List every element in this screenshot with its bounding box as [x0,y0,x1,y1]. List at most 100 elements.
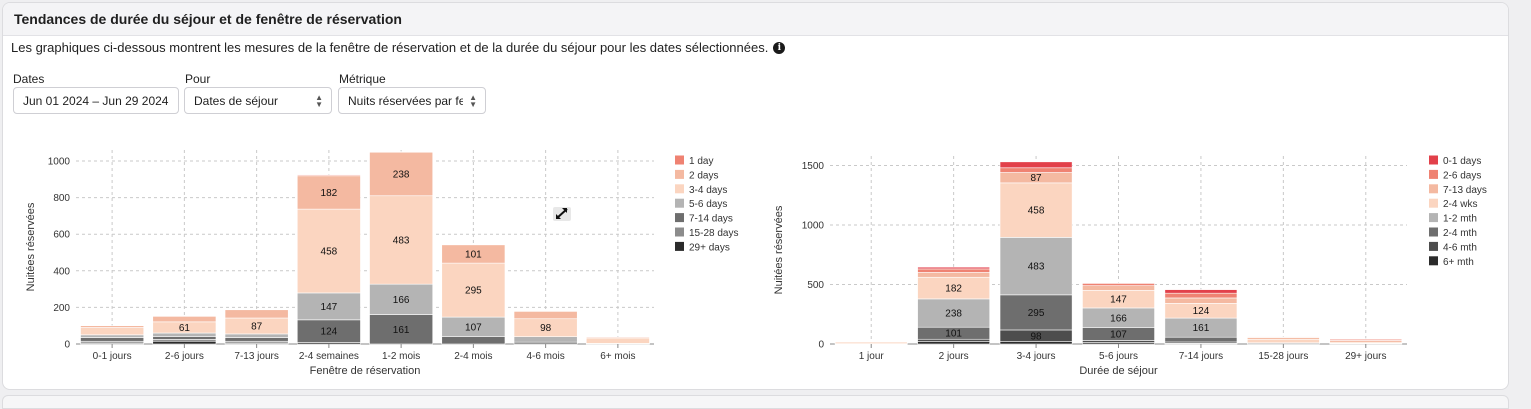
data-label: 98 [540,323,552,334]
data-label: 124 [1193,306,1210,317]
y-tick-label: 200 [53,303,70,314]
data-label: 238 [393,169,410,180]
bar-segment [999,294,1073,331]
metrique-select[interactable]: Nuits réservées par fen ▲ ▼ [338,87,486,114]
data-label: 61 [179,323,191,334]
info-icon[interactable]: i [773,41,786,54]
data-label: 166 [1110,313,1127,324]
legend-label: 29+ days [689,242,730,253]
x-tick-label: 7-13 jours [234,351,278,362]
pour-select[interactable]: Dates de séjour ▲ ▼ [184,87,332,114]
legend-label: 3-4 days [689,185,727,196]
legend-swatch [1429,241,1438,251]
x-tick-label: 1 jour [859,351,885,362]
legend-label: 2-4 mth [1443,228,1477,239]
bar-segment [369,151,434,197]
data-label: 483 [1028,262,1045,273]
x-tick-label: 29+ jours [1345,351,1386,362]
bar-segment [80,325,145,328]
x-tick-label: 2 jours [939,351,969,362]
metrique-label: Métrique [339,72,386,86]
bar-segment [1082,282,1155,284]
legend-swatch [675,213,684,223]
bar-segment [917,266,991,270]
legend-swatch [1429,155,1438,165]
y-tick-label: 1000 [48,156,71,167]
legend-label: 1-2 mth [1443,214,1477,225]
y-axis-title: Nuitées réservées [25,202,37,291]
legend-label: 2-4 wks [1443,199,1477,210]
bar-segment [513,336,578,343]
dates-value: Jun 01 2024 – Jun 29 2024 [23,93,169,108]
bar-segment [224,309,289,319]
data-label: 98 [1031,331,1043,342]
legend-label: 7-13 days [1443,185,1487,196]
bar-segment [1164,292,1238,299]
legend-swatch [1429,169,1438,179]
chevron-updown-icon: ▲ ▼ [315,93,323,109]
legend-label: 6+ mth [1443,257,1474,268]
bar-segment [296,208,361,294]
legend-swatch [1429,198,1438,208]
data-label: 87 [251,321,263,332]
bar-segment [917,298,991,328]
bar-segment [917,341,991,345]
bar-segment [441,243,506,246]
y-tick-label: 800 [53,193,70,204]
legend-label: 15-28 days [689,228,738,239]
y-tick-label: 0 [64,340,70,351]
resize-diagonal-icon [553,207,571,221]
booking-window-chart: 0 200 400 600 800 1000 0-1 jours 61 2-6 jours 87 7… [25,150,738,377]
legend-swatch [675,227,684,237]
legend-label: 5-6 days [689,199,727,210]
legend-swatch [1429,184,1438,194]
y-tick-label: 500 [807,280,824,291]
bar-segment [80,334,145,338]
bar-segment [1082,285,1155,291]
next-panel-edge [2,395,1509,409]
panel-header: Tendances de durée du séjour et de fenêt… [3,3,1508,36]
data-label: 483 [393,235,410,246]
legend-label: 4-6 mth [1443,242,1477,253]
x-tick-label: 2-4 semaines [299,351,359,362]
bar-segment [80,337,145,342]
bar-segment [585,337,650,344]
bar-segment [369,151,434,153]
data-label: 182 [945,284,962,295]
bar-segment [1246,336,1320,338]
dates-field[interactable]: Jun 01 2024 – Jun 29 2024 [13,87,179,114]
x-tick-label: 4-6 mois [526,351,564,362]
bar-segment [296,292,361,321]
y-tick-label: 1500 [802,161,825,172]
x-tick-label: 15-28 jours [1258,351,1308,362]
bar-segment [1082,283,1155,286]
bar-segment [369,195,434,285]
y-tick-label: 0 [818,340,824,351]
data-label: 87 [1031,173,1043,184]
x-tick-label: 3-4 jours [1017,351,1056,362]
bar-segment [152,316,217,323]
description: Les graphiques ci-dessous montrent les m… [11,40,786,55]
x-tick-label: 5-6 jours [1099,351,1138,362]
bar-segment [296,175,361,210]
chevron-updown-icon: ▲ ▼ [469,93,477,109]
bar-segment [1246,338,1320,344]
bar-segment [585,336,650,339]
legend-label: 0-1 days [1443,156,1481,167]
legend-label: 1 day [689,156,713,167]
bar-segment [513,311,578,320]
data-label: 101 [945,329,962,340]
data-label: 458 [1028,206,1045,217]
x-axis-title: Durée de séjour [1079,365,1158,377]
bar-segment [80,327,145,336]
data-label: 166 [393,295,410,306]
legend-swatch [675,184,684,194]
legend-swatch [1429,213,1438,223]
data-label: 107 [465,322,482,333]
bar-segment [999,167,1073,173]
x-tick-label: 6+ mois [600,351,635,362]
x-tick-label: 1-2 mois [382,351,420,362]
legend-swatch [675,241,684,251]
x-tick-label: 7-14 jours [1179,351,1223,362]
data-label: 182 [321,188,338,199]
